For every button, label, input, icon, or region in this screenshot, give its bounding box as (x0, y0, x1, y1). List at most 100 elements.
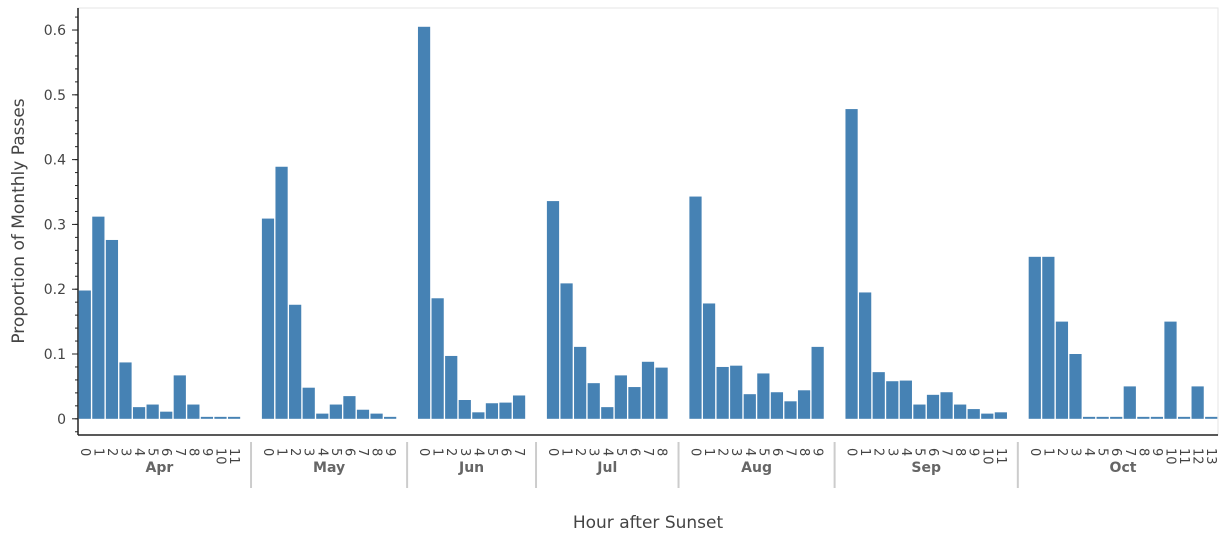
bar (1137, 416, 1150, 419)
bar (105, 239, 119, 419)
bar (200, 416, 214, 419)
bar (472, 412, 485, 419)
bar (702, 303, 716, 419)
x-tick-label: 7 (640, 448, 655, 456)
bar (845, 109, 858, 419)
bar (132, 407, 146, 419)
bar (770, 392, 784, 419)
x-tick-label: 5 (328, 448, 343, 456)
x-tick-label: 6 (925, 448, 940, 456)
bar (499, 402, 512, 419)
bar (1205, 416, 1218, 419)
group-label: Aug (741, 460, 772, 476)
x-tick-label: 7 (172, 448, 187, 456)
x-tick-label: 4 (898, 448, 913, 456)
x-axis-title: Hour after Sunset (573, 513, 724, 533)
bar (546, 201, 560, 419)
bar (1177, 416, 1191, 419)
y-tick-label: 0 (57, 412, 66, 428)
x-tick-label: 9 (966, 448, 981, 456)
bar (872, 372, 885, 419)
x-tick-label: 1 (430, 448, 445, 456)
bar (1028, 256, 1041, 419)
bar (560, 283, 573, 419)
x-tick-label: 7 (939, 448, 954, 456)
bar (886, 381, 899, 419)
x-tick-label: 7 (511, 448, 526, 456)
x-tick-label: 3 (301, 448, 316, 456)
bar (716, 366, 729, 419)
x-tick-label: 9 (1149, 448, 1164, 456)
x-tick-label: 3 (884, 448, 899, 456)
x-tick-label: 0 (844, 448, 859, 456)
bar (417, 26, 431, 419)
x-tick-label: 1 (701, 448, 716, 456)
x-tick-label: 5 (911, 448, 926, 456)
x-tick-label: 6 (158, 448, 173, 456)
x-tick-label: 8 (796, 448, 811, 456)
bar (757, 373, 770, 419)
bar (926, 394, 940, 419)
bar (574, 346, 587, 419)
bar (994, 412, 1007, 419)
bar (445, 355, 458, 419)
x-tick-label: 7 (1122, 448, 1137, 456)
bar (329, 404, 342, 419)
bar (485, 403, 499, 419)
y-tick-label: 0.4 (44, 153, 66, 169)
x-tick-label: 11 (226, 448, 241, 465)
x-tick-label: 8 (1135, 448, 1150, 456)
x-tick-label: 1 (1040, 448, 1055, 456)
x-tick-label: 8 (185, 448, 200, 456)
bar (343, 396, 356, 419)
x-tick-label: 3 (728, 448, 743, 456)
x-tick-label: 2 (572, 448, 587, 456)
x-tick-label: 3 (586, 448, 601, 456)
bar (859, 292, 872, 419)
x-tick-label: 9 (810, 448, 825, 456)
y-tick-label: 0.6 (44, 23, 66, 39)
x-tick-label: 1 (857, 448, 872, 456)
bar (146, 404, 159, 419)
x-tick-label: 6 (626, 448, 641, 456)
bar (1069, 354, 1082, 419)
bar (160, 411, 173, 419)
bar (743, 394, 756, 419)
y-tick-label: 0.2 (44, 282, 66, 298)
x-tick-label: 6 (498, 448, 513, 456)
bar (431, 298, 444, 419)
bar (913, 404, 926, 419)
x-tick-label: 8 (952, 448, 967, 456)
bar (316, 413, 329, 419)
y-axis-title: Proportion of Monthly Passes (9, 98, 29, 343)
x-tick-label: 4 (470, 448, 485, 456)
x-tick-label: 5 (484, 448, 499, 456)
bar (289, 304, 302, 419)
bar (384, 416, 397, 419)
x-tick-label: 6 (1108, 448, 1123, 456)
x-tick-label: 0 (77, 448, 92, 456)
bar (797, 390, 811, 419)
bar (187, 404, 200, 419)
x-tick-label: 0 (545, 448, 560, 456)
x-tick-label: 12 (1190, 448, 1205, 465)
bar (1123, 386, 1136, 419)
bar (689, 196, 702, 419)
bar (1150, 416, 1164, 419)
x-tick-label: 6 (341, 448, 356, 456)
bar (302, 387, 315, 419)
bar (587, 383, 600, 419)
x-tick-label: 1 (559, 448, 574, 456)
x-tick-label: 2 (287, 448, 302, 456)
x-tick-label: 3 (457, 448, 472, 456)
bar (1055, 321, 1069, 419)
bar (261, 218, 275, 419)
x-tick-label: 2 (1054, 448, 1069, 456)
x-tick-label: 0 (260, 448, 275, 456)
bar (275, 166, 288, 419)
group-label: Apr (146, 460, 174, 476)
x-tick-label: 4 (742, 448, 757, 456)
x-tick-label: 2 (443, 448, 458, 456)
x-tick-label: 4 (1081, 448, 1096, 456)
